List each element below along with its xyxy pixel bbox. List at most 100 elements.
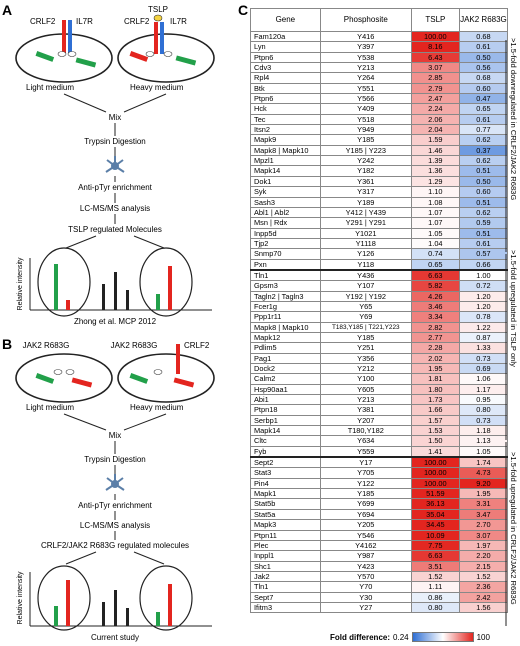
jak2-cell: 3.31	[458, 498, 509, 510]
phosphosite-cell: Y559	[319, 445, 412, 458]
gene-cell: Fam120a	[250, 30, 321, 43]
tslp-cell: 3.07	[410, 62, 460, 74]
tslp-cell: 4.26	[410, 290, 460, 302]
gene-cell: Jak2	[250, 570, 321, 583]
phosphosite-cell: Y185	[319, 488, 412, 500]
jak2-cell: 0.61	[458, 41, 509, 53]
jak2-cell: 0.73	[458, 414, 509, 427]
table-row: Ptpn6 Y566 2.47 0.47	[250, 93, 509, 105]
jak2-cell: 0.87	[458, 331, 509, 344]
table-row: Mapk8 | Mapk10 Y185 | Y223 1.46 0.37	[250, 144, 509, 157]
phosphosite-cell: Y423	[319, 560, 412, 572]
gene-cell: Mpzl1	[250, 155, 321, 167]
gene-cell: Serbp1	[250, 414, 321, 427]
crlf2-label-a: CRLF2	[30, 17, 56, 26]
jak2-cell: 0.60	[458, 82, 509, 95]
phosphosite-cell: Y192 | Y192	[319, 290, 412, 302]
gene-cell: Btk	[250, 82, 321, 95]
crlf2-label-b: CRLF2	[184, 341, 210, 350]
tslp-cell: 1.66	[410, 404, 460, 416]
tslp-label: TSLP	[148, 5, 168, 14]
phosphosite-cell: Y189	[319, 196, 412, 208]
tslp-cell: 2.28	[410, 342, 460, 354]
phosphosite-cell: Y317	[319, 186, 412, 198]
table-row: Mapk9 Y185 1.59 0.62	[250, 134, 509, 146]
tslp-cell: 1.95	[410, 362, 460, 375]
phosphosite-cell: Y634	[319, 435, 412, 447]
tslp-cell: 10.09	[410, 529, 460, 541]
legend-label: Fold difference:	[330, 632, 391, 642]
jak2-cell: 0.60	[458, 186, 509, 198]
citation-b: Current study	[91, 633, 139, 642]
gene-cell: Mapk9	[250, 134, 321, 146]
tslp-cell: 100.00	[410, 477, 460, 490]
table-row: Pin4 Y122 100.00 9.20	[250, 477, 509, 490]
gene-cell: Itsn2	[250, 124, 321, 136]
table-row: Calm2 Y100 1.81 1.06	[250, 373, 509, 385]
tslp-cell: 1.05	[410, 227, 460, 239]
table-row: Mapk3 Y205 34.45 2.70	[250, 519, 509, 531]
jak2-cell: 3.47	[458, 508, 509, 521]
table-row: Snmp70 Y126 0.74 0.57	[250, 248, 509, 260]
jak2-cell: 0.57	[458, 248, 509, 260]
table-row: Ptpn11 Y546 10.09 3.07	[250, 529, 509, 541]
tslp-cell: 1.52	[410, 570, 460, 583]
tslp-cell: 36.13	[410, 498, 460, 510]
table-row: Ppp1r11 Y69 3.34 0.78	[250, 311, 509, 323]
panel-b-letter: B	[2, 336, 13, 352]
tslp-cell: 0.86	[410, 591, 460, 603]
citation-a: Zhong et al. MCP 2012	[74, 317, 157, 326]
jak2-cell: 1.95	[458, 488, 509, 500]
table-row: Tjp2 Y1118 1.04 0.61	[250, 237, 509, 250]
header-gene: Gene	[250, 8, 321, 32]
gene-cell: Dock2	[250, 362, 321, 375]
phosphosite-cell: Y4162	[319, 539, 412, 552]
table-row: Cdv3 Y213 3.07 0.56	[250, 62, 509, 74]
phosphosite-cell: Y185 | Y223	[319, 144, 412, 157]
table-row: Tec Y518 2.06 0.61	[250, 113, 509, 126]
table-row: Shc1 Y423 3.51 2.15	[250, 560, 509, 572]
gene-cell: Sash3	[250, 196, 321, 208]
jak2-cell: 0.47	[458, 93, 509, 105]
jak2-cell: 1.13	[458, 435, 509, 447]
tslp-cell: 2.82	[410, 321, 460, 333]
tslp-cell: 2.85	[410, 72, 460, 84]
tslp-cell: 2.47	[410, 93, 460, 105]
legend-max: 100	[476, 632, 490, 642]
jak2-cell: 2.20	[458, 550, 509, 562]
jak2-cell: 0.66	[458, 258, 509, 271]
tslp-cell: 6.63	[410, 268, 460, 282]
jak2-cell: 0.61	[458, 113, 509, 126]
jak2-cell: 0.62	[458, 134, 509, 146]
table-row: Pdlim5 Y251 2.28 1.33	[250, 342, 509, 354]
jak2-cell: 2.36	[458, 581, 509, 593]
phosphosite-cell: Y409	[319, 103, 412, 115]
phosphosite-cell: Y381	[319, 404, 412, 416]
heavy-medium-a: Heavy medium	[130, 83, 184, 92]
phosphosite-cell: Y412 | Y439	[319, 206, 412, 219]
table-row: Stat3 Y705 100.00 4.73	[250, 467, 509, 479]
gene-cell: Fyb	[250, 445, 321, 458]
jak2-cell: 3.07	[458, 529, 509, 541]
table-row: Sept7 Y30 0.86 2.42	[250, 591, 509, 603]
jak2-cell: 0.73	[458, 352, 509, 365]
legend-min: 0.24	[393, 632, 409, 642]
gene-cell: Ifitm3	[250, 601, 321, 614]
table-row: Sept2 Y17 100.00 1.74	[250, 456, 509, 469]
gene-cell: Ppp1r11	[250, 311, 321, 323]
phosphosite-cell: Y361	[319, 175, 412, 188]
phosphosite-cell: Y551	[319, 82, 412, 95]
table-row: Dock2 Y212 1.95 0.69	[250, 362, 509, 375]
table-row: Lyn Y397 8.16 0.61	[250, 41, 509, 53]
phosphosite-cell: Y242	[319, 155, 412, 167]
phosphosite-cell: Y291 | Y291	[319, 217, 412, 229]
phosphosite-cell: Y1021	[319, 227, 412, 239]
jak2-cell: 1.74	[458, 456, 509, 469]
tslp-cell: 5.82	[410, 280, 460, 292]
table-row: Mapk12 Y185 2.77 0.87	[250, 331, 509, 344]
tslp-cell: 1.73	[410, 394, 460, 406]
jak2-cell: 2.42	[458, 591, 509, 603]
gene-cell: Inpp5d	[250, 227, 321, 239]
jak2-cell: 0.51	[458, 165, 509, 177]
jak2-cell: 0.62	[458, 155, 509, 167]
